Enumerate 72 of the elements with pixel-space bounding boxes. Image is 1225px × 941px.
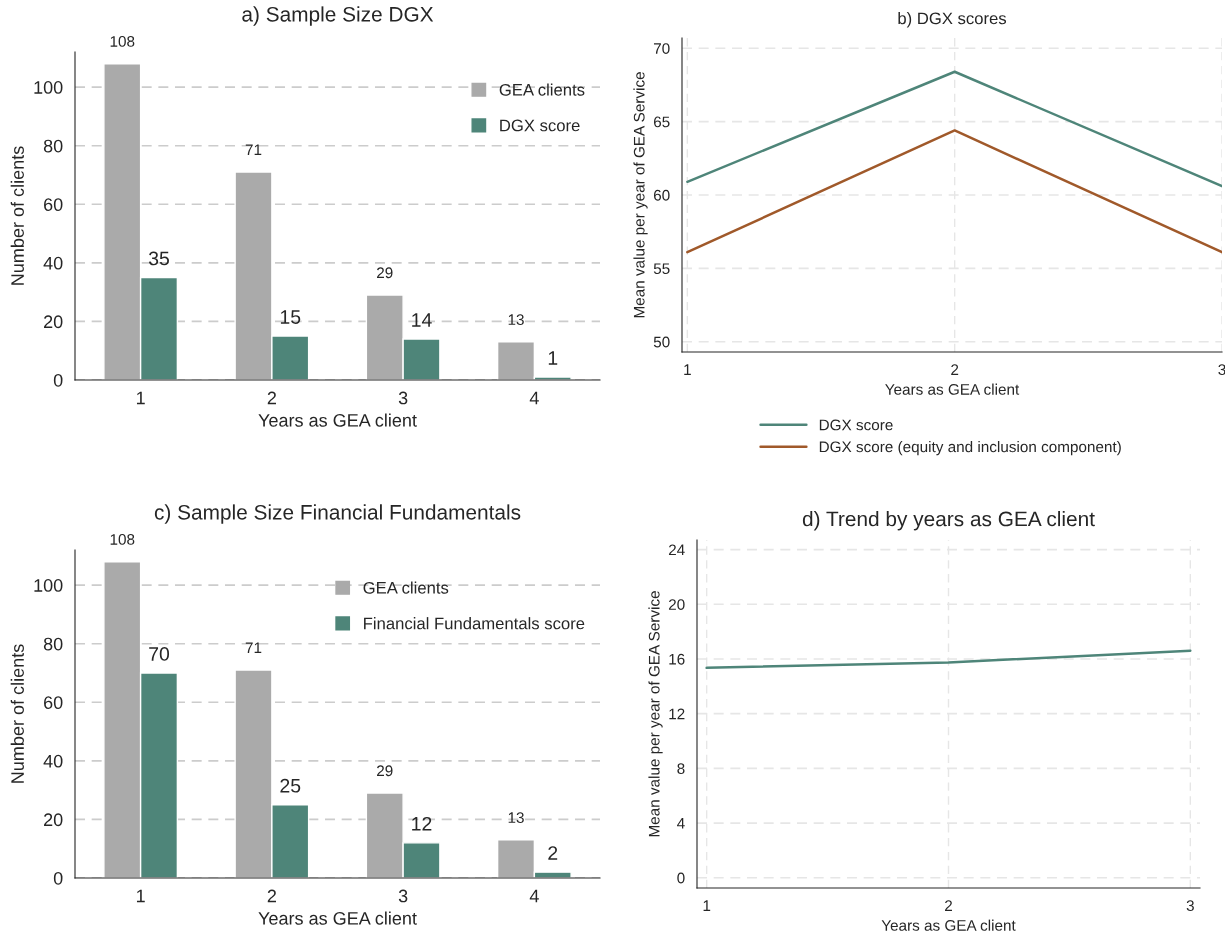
x-tick-label: 2 bbox=[267, 391, 276, 405]
y-tick-label: 20 bbox=[668, 599, 685, 610]
x-axis-title: Years as GEA client bbox=[258, 413, 417, 427]
chart-title: a) Sample Size DGX bbox=[242, 6, 434, 26]
y-tick-label: 60 bbox=[44, 198, 63, 212]
chart-title: b) DGX scores bbox=[898, 12, 1007, 28]
x-tick-label: 1 bbox=[136, 391, 145, 405]
data-label: 14 bbox=[412, 313, 432, 327]
data-label: 13 bbox=[508, 812, 524, 824]
y-axis-title: Number of clients bbox=[10, 644, 24, 783]
x-tick-label: 2 bbox=[945, 900, 952, 911]
data-label: 29 bbox=[377, 267, 393, 279]
y-tick-label: 40 bbox=[43, 754, 63, 768]
y-tick-label: 80 bbox=[43, 637, 63, 651]
x-axis-title: Years as GEA client bbox=[258, 911, 417, 925]
y-tick-label: 50 bbox=[653, 336, 670, 348]
data-label: 35 bbox=[148, 251, 169, 266]
y-axis-title: Mean value per year of GEA Service bbox=[648, 591, 663, 837]
y-tick-label: 80 bbox=[43, 139, 63, 153]
legend-label: GEA clients bbox=[363, 581, 449, 594]
data-label: 13 bbox=[508, 314, 524, 326]
x-tick-label: 3 bbox=[398, 889, 408, 903]
y-tick-label: 0 bbox=[53, 871, 63, 885]
y-tick-label: 60 bbox=[653, 189, 670, 201]
x-tick-label: 1 bbox=[703, 900, 711, 911]
chart-title: c) Sample Size Financial Fundamentals bbox=[154, 504, 521, 524]
legend-label: DGX score bbox=[819, 419, 893, 431]
y-tick-label: 0 bbox=[677, 872, 685, 884]
legend-label: Financial Fundamentals score bbox=[364, 617, 585, 630]
x-tick-label: 3 bbox=[1186, 900, 1194, 912]
x-tick-label: 3 bbox=[398, 391, 408, 405]
y-tick-label: 100 bbox=[34, 81, 63, 94]
data-label: 108 bbox=[110, 533, 135, 545]
y-tick-label: 55 bbox=[653, 263, 670, 275]
data-label: 12 bbox=[412, 816, 432, 831]
x-tick-label: 3 bbox=[1218, 364, 1225, 376]
y-tick-label: 16 bbox=[669, 653, 685, 665]
chart-title: d) Trend by years as GEA client bbox=[802, 511, 1095, 531]
y-tick-label: 12 bbox=[669, 708, 685, 720]
x-tick-label: 1 bbox=[136, 889, 145, 903]
x-tick-label: 1 bbox=[684, 364, 691, 375]
y-tick-label: 70 bbox=[653, 43, 670, 54]
y-tick-label: 20 bbox=[44, 315, 63, 329]
data-label: 108 bbox=[110, 35, 135, 47]
x-axis-title: Years as GEA client bbox=[881, 919, 1016, 931]
y-tick-label: 0 bbox=[53, 373, 63, 387]
data-label: 29 bbox=[377, 765, 393, 777]
legend-label: DGX score (equity and inclusion component) bbox=[819, 441, 1121, 456]
y-tick-label: 100 bbox=[34, 579, 63, 592]
x-tick-label: 4 bbox=[529, 391, 539, 405]
data-label: 15 bbox=[280, 310, 301, 324]
legend-label: GEA clients bbox=[499, 83, 585, 96]
x-axis-title: Years as GEA client bbox=[885, 383, 1020, 395]
y-tick-label: 60 bbox=[44, 696, 63, 710]
y-tick-label: 4 bbox=[677, 818, 685, 829]
data-label: 25 bbox=[280, 778, 301, 793]
x-tick-label: 2 bbox=[267, 889, 276, 903]
y-axis-title: Number of clients bbox=[10, 146, 24, 285]
y-axis-title: Mean value per year of GEA Service bbox=[633, 72, 648, 318]
y-tick-label: 20 bbox=[44, 813, 63, 827]
data-label: 71 bbox=[245, 144, 262, 156]
y-tick-label: 40 bbox=[43, 256, 63, 270]
x-tick-label: 4 bbox=[529, 889, 539, 903]
data-label: 2 bbox=[548, 846, 558, 860]
legend-label: DGX score bbox=[500, 119, 580, 132]
data-label: 70 bbox=[149, 647, 170, 661]
data-label: 71 bbox=[245, 642, 262, 654]
y-tick-label: 65 bbox=[653, 116, 670, 128]
data-label: 1 bbox=[548, 351, 558, 365]
y-tick-label: 24 bbox=[668, 544, 685, 556]
y-tick-label: 8 bbox=[677, 763, 685, 775]
x-tick-label: 2 bbox=[951, 364, 959, 375]
